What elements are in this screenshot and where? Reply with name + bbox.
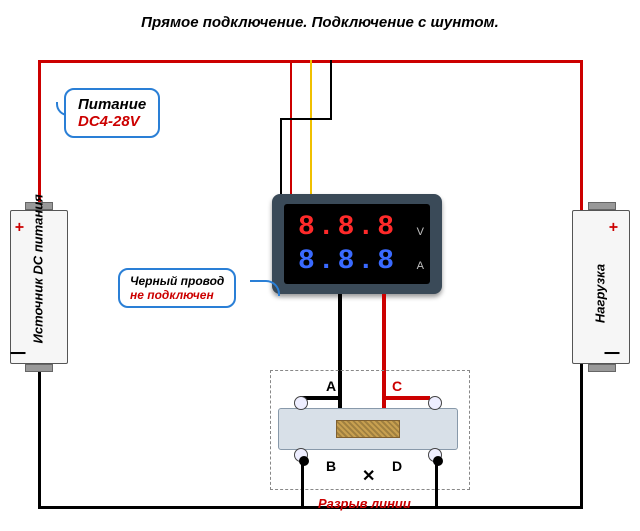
- wire-black-right: [580, 363, 583, 509]
- black-wire-callout: Черный провод не подключен: [118, 268, 236, 308]
- power-callout: Питание DC4-28V: [64, 88, 160, 138]
- shunt-screw-A: [294, 396, 308, 410]
- black-wire-callout-line2: не подключен: [130, 288, 224, 302]
- wire-black-bottom: [38, 506, 583, 509]
- meter-amp-digits: 8.8.8: [298, 246, 397, 277]
- line-break-mark: ✕: [362, 466, 375, 486]
- load-terminal-pos: [588, 202, 616, 210]
- wire-black-left: [38, 363, 41, 509]
- wire-D-to-bottom: [435, 460, 438, 508]
- source-terminal-neg: [25, 364, 53, 372]
- wire-B-to-bottom: [301, 460, 304, 508]
- wire-thin-red: [290, 60, 292, 194]
- wire-thin-black-h: [280, 118, 332, 120]
- power-callout-line1: Питание: [78, 96, 146, 113]
- load-terminal-neg: [588, 364, 616, 372]
- meter-unit-v: V: [417, 226, 424, 238]
- shunt-label-D: D: [392, 458, 402, 474]
- source-plus-marker: +: [12, 222, 30, 231]
- line-break-label: Разрыв линии: [318, 496, 411, 511]
- load-plus-marker: +: [606, 222, 624, 231]
- wire-red-left: [38, 60, 41, 210]
- power-callout-line2: DC4-28V: [78, 113, 146, 130]
- load-minus-marker: |: [603, 351, 621, 355]
- source-minus-marker: |: [9, 351, 27, 355]
- shunt-screw-C: [428, 396, 442, 410]
- shunt-label-C: C: [392, 378, 402, 394]
- source-label: Источник DC питания: [31, 244, 46, 344]
- meter-face: 8.8.8 8.8.8 V A: [284, 204, 430, 284]
- black-wire-callout-line1: Черный провод: [130, 274, 224, 288]
- wire-red-right: [580, 60, 583, 210]
- meter-unit-a: A: [417, 260, 424, 272]
- wire-thin-yellow: [310, 60, 312, 194]
- wire-thin-black-v: [330, 60, 332, 118]
- shunt-label-B: B: [326, 458, 336, 474]
- shunt-label-A: A: [326, 378, 336, 394]
- diagram-title: Прямое подключение. Подключение с шунтом…: [0, 14, 640, 31]
- load-label: Нагрузка: [593, 254, 608, 334]
- shunt-resistive-core: [336, 420, 400, 438]
- meter-volt-digits: 8.8.8: [298, 212, 397, 243]
- meter-module: 8.8.8 8.8.8 V A: [272, 194, 442, 294]
